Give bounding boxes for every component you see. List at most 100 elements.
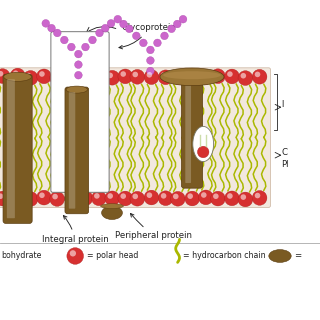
- Circle shape: [238, 71, 253, 85]
- Circle shape: [52, 73, 58, 78]
- Circle shape: [13, 193, 19, 199]
- Circle shape: [241, 194, 246, 200]
- Circle shape: [188, 193, 193, 199]
- Circle shape: [147, 72, 152, 77]
- Circle shape: [161, 32, 168, 40]
- Circle shape: [75, 61, 82, 68]
- Circle shape: [198, 190, 213, 205]
- Circle shape: [52, 194, 58, 199]
- Circle shape: [147, 192, 152, 198]
- Circle shape: [130, 191, 145, 206]
- Circle shape: [65, 70, 79, 85]
- Circle shape: [255, 72, 260, 77]
- Circle shape: [213, 194, 219, 199]
- Circle shape: [39, 192, 45, 198]
- Circle shape: [94, 193, 100, 199]
- Circle shape: [252, 190, 267, 205]
- Circle shape: [81, 193, 86, 199]
- Circle shape: [185, 191, 200, 206]
- Circle shape: [173, 72, 179, 77]
- Circle shape: [105, 191, 120, 206]
- Circle shape: [161, 193, 166, 199]
- FancyBboxPatch shape: [3, 74, 32, 223]
- Circle shape: [75, 50, 82, 58]
- Circle shape: [241, 73, 246, 78]
- Circle shape: [108, 193, 113, 199]
- Circle shape: [26, 194, 31, 199]
- Circle shape: [39, 71, 45, 77]
- Circle shape: [147, 57, 154, 64]
- Ellipse shape: [66, 86, 87, 93]
- Circle shape: [154, 39, 161, 47]
- Circle shape: [94, 72, 100, 78]
- Circle shape: [132, 72, 138, 77]
- Circle shape: [118, 191, 133, 206]
- Circle shape: [13, 70, 19, 76]
- Ellipse shape: [269, 250, 291, 262]
- Circle shape: [198, 70, 213, 84]
- Circle shape: [67, 248, 84, 264]
- Circle shape: [211, 191, 225, 206]
- Circle shape: [81, 73, 86, 78]
- Circle shape: [188, 72, 193, 77]
- Circle shape: [171, 191, 185, 206]
- Circle shape: [132, 194, 138, 199]
- FancyBboxPatch shape: [7, 79, 15, 218]
- Circle shape: [185, 70, 200, 84]
- Circle shape: [36, 190, 51, 205]
- Circle shape: [78, 191, 93, 205]
- Ellipse shape: [102, 206, 123, 220]
- Circle shape: [171, 69, 185, 84]
- Circle shape: [89, 36, 96, 44]
- Circle shape: [252, 69, 267, 84]
- Circle shape: [26, 73, 31, 78]
- Circle shape: [238, 192, 253, 207]
- Circle shape: [144, 190, 159, 205]
- Text: = hydrocarbon chain: = hydrocarbon chain: [183, 252, 266, 260]
- Circle shape: [92, 70, 106, 85]
- FancyBboxPatch shape: [51, 32, 109, 192]
- Circle shape: [108, 73, 113, 78]
- Circle shape: [0, 193, 3, 199]
- Circle shape: [68, 43, 75, 51]
- Circle shape: [78, 71, 93, 85]
- Circle shape: [201, 72, 207, 77]
- Circle shape: [92, 191, 106, 206]
- Circle shape: [130, 69, 145, 84]
- Text: =: =: [294, 252, 301, 260]
- Circle shape: [147, 46, 154, 54]
- Text: Integral protein: Integral protein: [42, 216, 108, 244]
- Circle shape: [227, 193, 233, 199]
- Text: bohydrate: bohydrate: [2, 252, 42, 260]
- Circle shape: [67, 193, 73, 199]
- Circle shape: [197, 146, 209, 158]
- Circle shape: [10, 68, 25, 83]
- FancyBboxPatch shape: [0, 68, 270, 207]
- Ellipse shape: [4, 72, 31, 81]
- Circle shape: [101, 24, 109, 32]
- Circle shape: [211, 69, 225, 84]
- Ellipse shape: [160, 68, 224, 86]
- Circle shape: [53, 29, 61, 37]
- Circle shape: [201, 192, 207, 198]
- Circle shape: [96, 29, 103, 37]
- Circle shape: [173, 20, 181, 28]
- Text: C: C: [282, 148, 288, 156]
- Circle shape: [67, 72, 73, 78]
- Circle shape: [50, 192, 65, 206]
- Text: l: l: [282, 100, 284, 108]
- Circle shape: [140, 39, 147, 47]
- Circle shape: [60, 36, 68, 44]
- FancyBboxPatch shape: [65, 87, 89, 214]
- Circle shape: [0, 69, 10, 84]
- Circle shape: [42, 20, 50, 27]
- Circle shape: [125, 25, 133, 33]
- Circle shape: [179, 15, 187, 23]
- Text: Glycoprotein: Glycoprotein: [119, 23, 176, 49]
- Circle shape: [120, 20, 127, 28]
- Circle shape: [144, 70, 159, 84]
- Circle shape: [158, 70, 173, 84]
- Circle shape: [0, 191, 10, 206]
- Circle shape: [225, 69, 239, 84]
- Circle shape: [65, 191, 79, 206]
